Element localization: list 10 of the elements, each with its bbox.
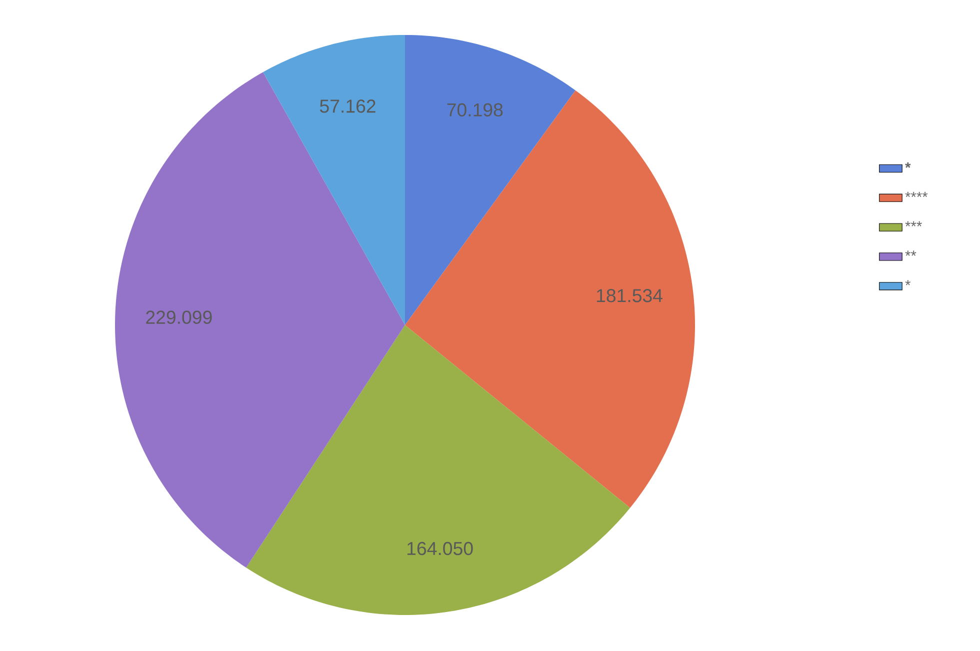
legend-label: **: [905, 250, 916, 256]
data-label: 70.198: [447, 103, 503, 116]
legend-label: ****: [905, 192, 928, 197]
legend-label: *: [905, 162, 911, 168]
legend-label: ***: [905, 221, 922, 226]
data-label: 229.099: [146, 310, 212, 324]
data-label: 181.534: [596, 289, 662, 302]
data-label: 164.050: [408, 542, 473, 556]
legend-label: *: [905, 280, 911, 286]
data-label: 57.162: [320, 100, 376, 113]
